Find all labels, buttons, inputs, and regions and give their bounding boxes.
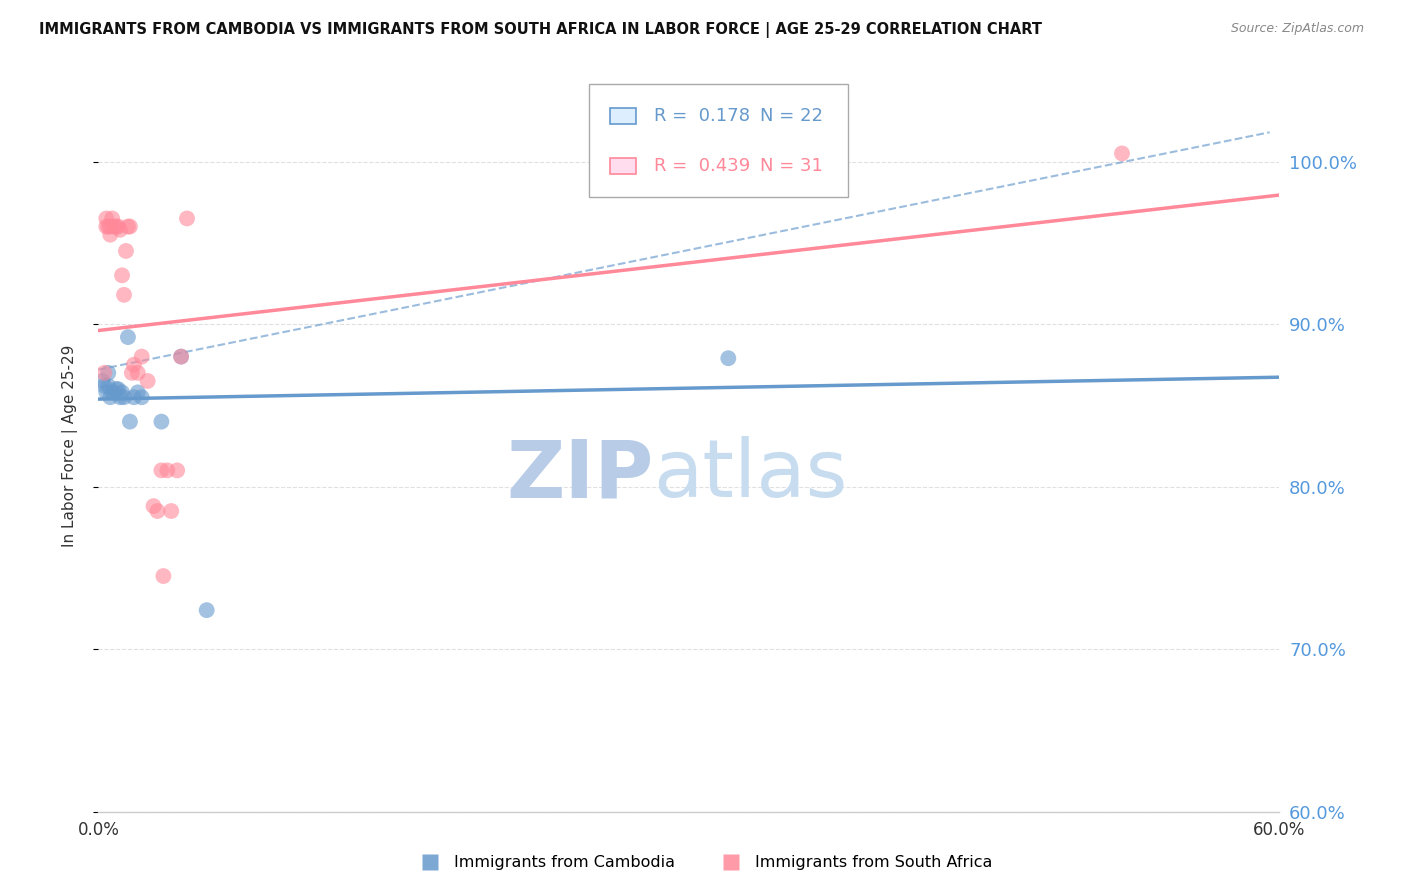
Point bbox=[156, 463, 179, 477]
Point bbox=[166, 463, 188, 477]
Point bbox=[142, 499, 165, 513]
Text: atlas: atlas bbox=[654, 436, 848, 515]
Point bbox=[160, 504, 183, 518]
Point bbox=[105, 382, 128, 396]
Point bbox=[136, 374, 159, 388]
Point bbox=[98, 227, 121, 242]
Point bbox=[152, 569, 174, 583]
Point bbox=[101, 211, 124, 226]
Point bbox=[195, 603, 218, 617]
Point bbox=[108, 390, 131, 404]
Point bbox=[108, 223, 131, 237]
Point bbox=[98, 390, 121, 404]
Point bbox=[111, 385, 134, 400]
Text: IMMIGRANTS FROM CAMBODIA VS IMMIGRANTS FROM SOUTH AFRICA IN LABOR FORCE | AGE 25: IMMIGRANTS FROM CAMBODIA VS IMMIGRANTS F… bbox=[39, 22, 1042, 38]
Point bbox=[101, 385, 124, 400]
Point bbox=[96, 385, 118, 400]
Point bbox=[150, 463, 173, 477]
Text: R =  0.178: R = 0.178 bbox=[654, 107, 749, 125]
Point bbox=[176, 211, 198, 226]
Point bbox=[131, 390, 153, 404]
Text: N = 31: N = 31 bbox=[759, 157, 823, 175]
Point bbox=[103, 385, 125, 400]
Point bbox=[103, 219, 125, 234]
Point bbox=[717, 351, 740, 366]
Point bbox=[97, 219, 120, 234]
FancyBboxPatch shape bbox=[610, 108, 636, 124]
Point bbox=[107, 219, 129, 234]
Point bbox=[112, 288, 135, 302]
Text: R =  0.439: R = 0.439 bbox=[654, 157, 749, 175]
Point bbox=[96, 219, 118, 234]
Point bbox=[115, 244, 138, 258]
Point bbox=[117, 330, 139, 344]
Y-axis label: In Labor Force | Age 25-29: In Labor Force | Age 25-29 bbox=[62, 345, 77, 547]
Point bbox=[97, 379, 120, 393]
Text: Source: ZipAtlas.com: Source: ZipAtlas.com bbox=[1230, 22, 1364, 36]
Point bbox=[1111, 146, 1133, 161]
Text: N = 22: N = 22 bbox=[759, 107, 823, 125]
Point bbox=[146, 504, 169, 518]
Point bbox=[117, 219, 139, 234]
Point bbox=[93, 366, 115, 380]
Point bbox=[105, 219, 128, 234]
Point bbox=[150, 415, 173, 429]
Point bbox=[170, 350, 193, 364]
Point bbox=[118, 415, 141, 429]
FancyBboxPatch shape bbox=[610, 158, 636, 174]
FancyBboxPatch shape bbox=[589, 84, 848, 197]
Point bbox=[91, 374, 114, 388]
Point bbox=[122, 390, 145, 404]
Point bbox=[96, 211, 118, 226]
Point bbox=[121, 366, 143, 380]
Point bbox=[118, 219, 141, 234]
Point bbox=[131, 350, 153, 364]
Point bbox=[112, 390, 135, 404]
Point bbox=[122, 358, 145, 372]
Point bbox=[97, 366, 120, 380]
Point bbox=[127, 366, 149, 380]
Point bbox=[170, 350, 193, 364]
Point bbox=[98, 219, 121, 234]
Point bbox=[93, 379, 115, 393]
Text: ZIP: ZIP bbox=[506, 436, 654, 515]
Legend: Immigrants from Cambodia, Immigrants from South Africa: Immigrants from Cambodia, Immigrants fro… bbox=[408, 849, 998, 877]
Point bbox=[127, 385, 149, 400]
Point bbox=[107, 382, 129, 396]
Point bbox=[111, 268, 134, 283]
